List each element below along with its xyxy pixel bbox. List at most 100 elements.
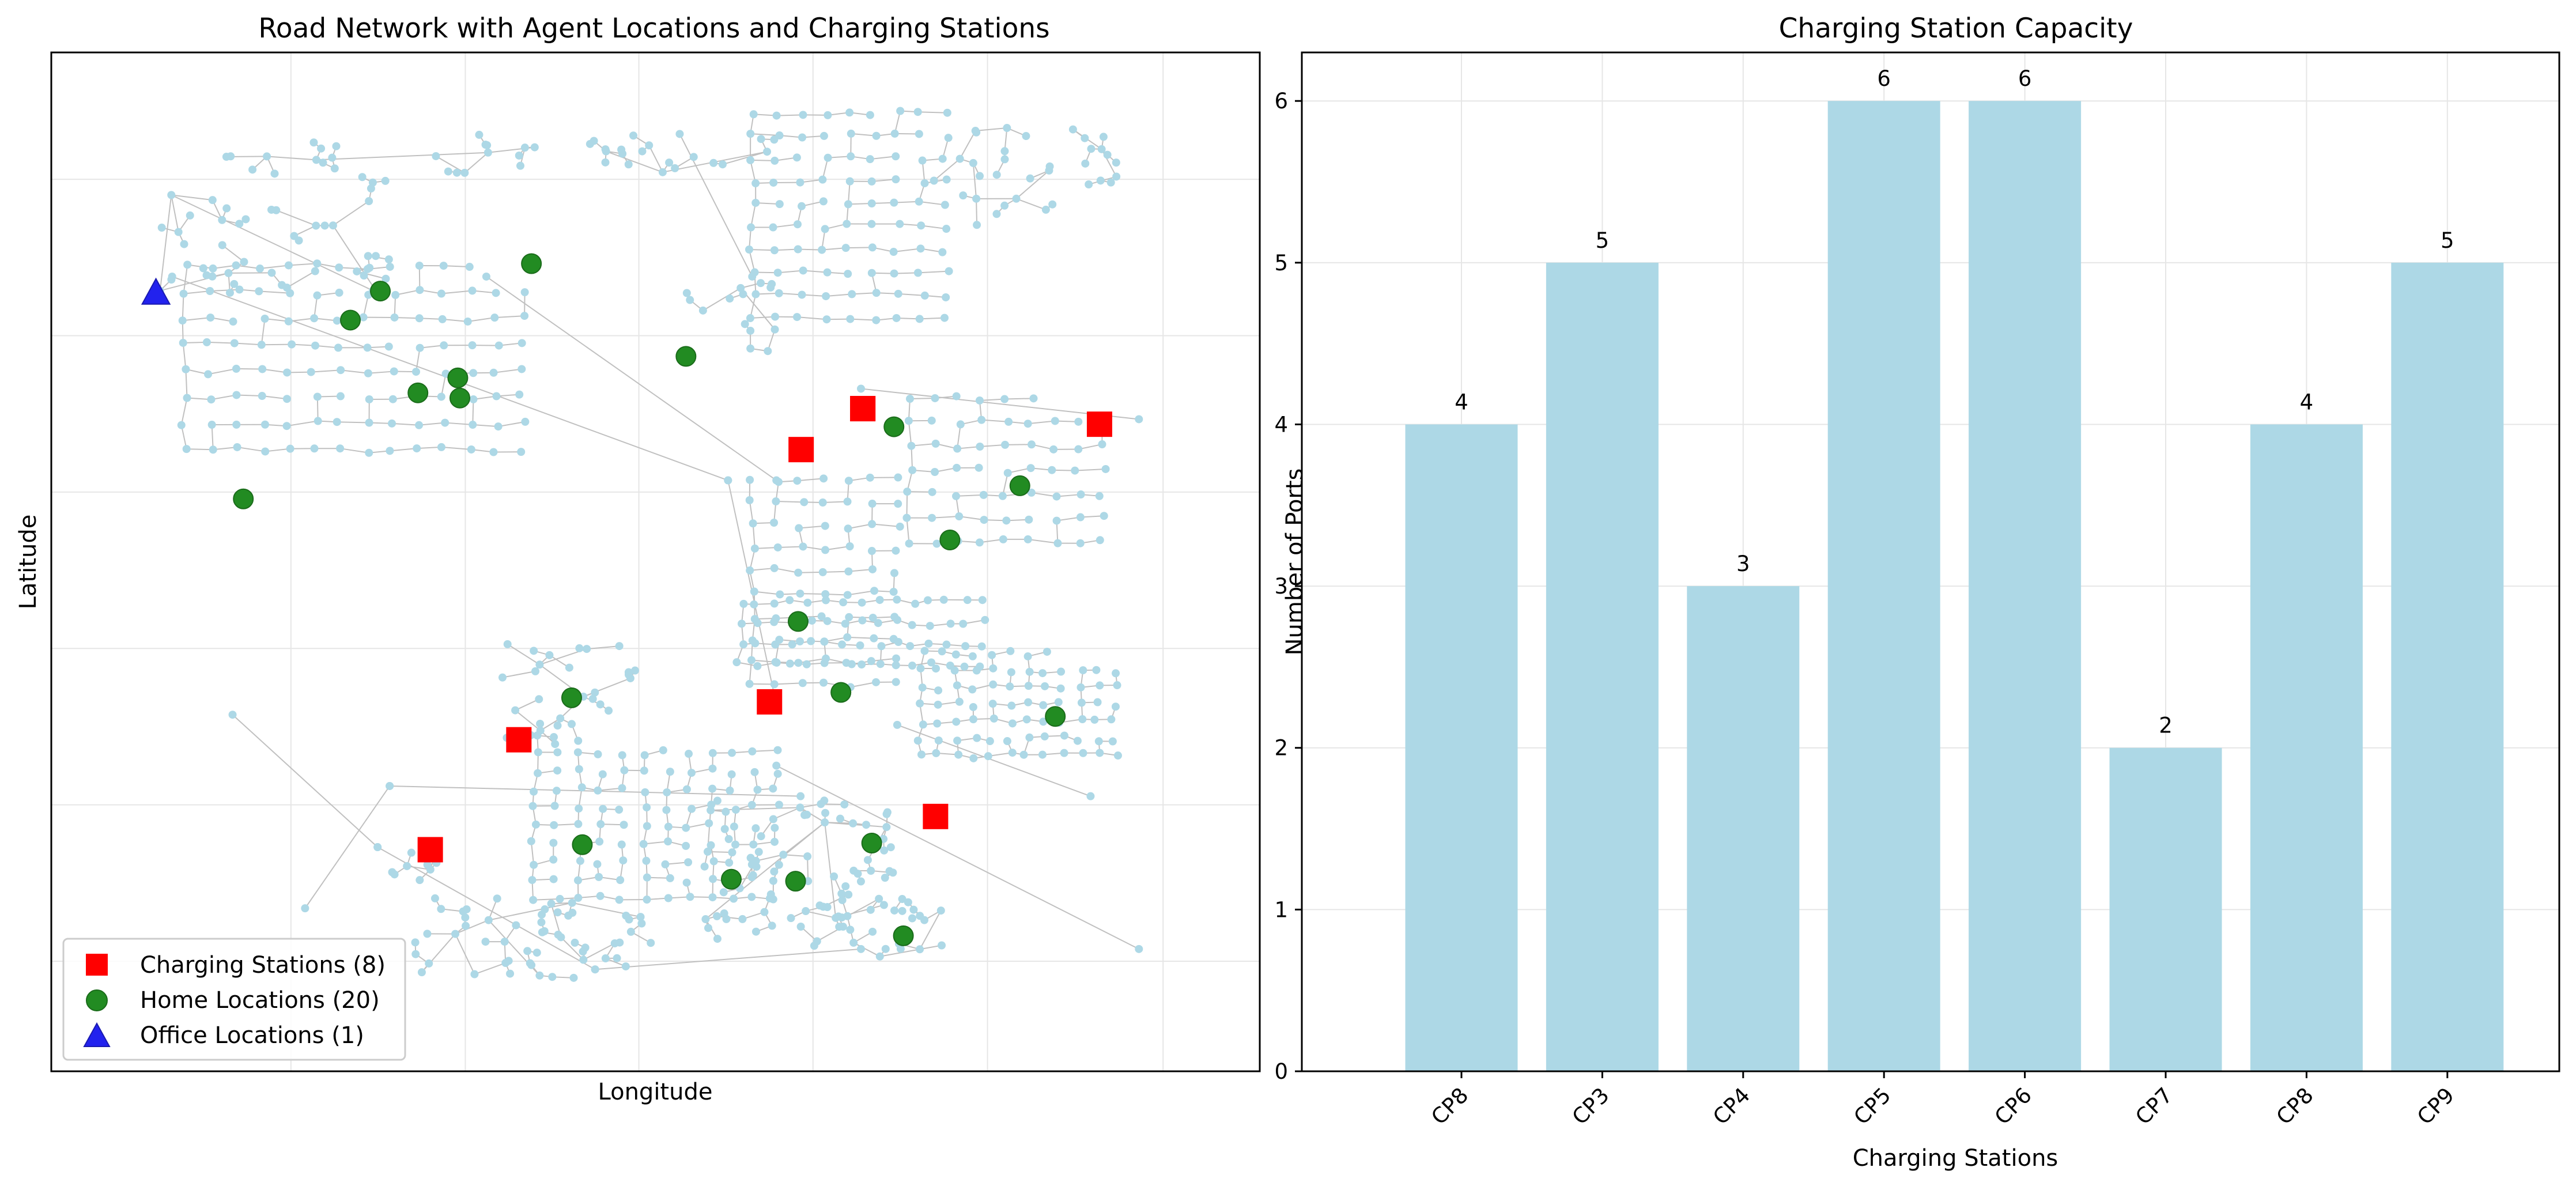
road-node <box>796 637 804 646</box>
road-node <box>942 293 950 301</box>
road-node <box>641 788 649 796</box>
map-x-axis-label: Longitude <box>598 1079 713 1105</box>
road-node <box>475 130 484 139</box>
road-node <box>751 198 760 207</box>
road-edge <box>171 195 179 232</box>
road-node <box>359 313 368 322</box>
road-node <box>528 876 537 885</box>
road-node <box>880 846 889 855</box>
road-node <box>747 656 756 664</box>
road-node <box>802 660 811 668</box>
road-node <box>261 447 270 456</box>
road-edge <box>774 682 803 685</box>
road-node <box>757 279 765 288</box>
road-node <box>772 497 780 505</box>
road-node <box>363 265 372 273</box>
road-node <box>775 200 784 209</box>
road-node <box>1077 683 1085 692</box>
road-node <box>803 598 812 607</box>
road-edge <box>598 787 622 791</box>
road-node <box>642 856 651 865</box>
road-node <box>663 788 671 796</box>
road-node <box>235 220 244 228</box>
road-node <box>615 938 624 947</box>
road-node <box>775 860 783 869</box>
road-node <box>177 421 186 429</box>
road-edge <box>333 225 378 293</box>
road-node <box>208 196 217 205</box>
road-node <box>353 267 361 275</box>
road-edge <box>959 130 976 160</box>
road-node <box>858 598 866 607</box>
road-node <box>890 269 898 278</box>
road-node <box>1073 736 1082 745</box>
road-node <box>942 175 951 184</box>
road-node <box>411 368 420 376</box>
road-node <box>686 296 694 304</box>
road-node <box>785 659 794 668</box>
road-node <box>439 262 448 270</box>
road-edge <box>236 394 262 397</box>
road-node <box>682 289 691 297</box>
road-node <box>248 165 257 174</box>
road-node <box>664 822 673 831</box>
road-node <box>769 223 777 232</box>
road-node <box>954 750 963 759</box>
road-node <box>844 890 853 899</box>
road-node <box>1135 415 1143 424</box>
road-node <box>979 490 988 499</box>
road-node <box>528 802 537 810</box>
road-node <box>804 877 813 885</box>
road-node <box>313 259 322 268</box>
road-node <box>284 317 293 326</box>
road-edge <box>455 934 475 974</box>
road-edge <box>847 636 874 639</box>
road-node <box>687 769 696 777</box>
road-node <box>934 700 942 709</box>
road-node <box>794 568 803 577</box>
road-node <box>1106 178 1115 187</box>
road-edge <box>187 397 211 401</box>
road-node <box>770 325 779 334</box>
road-node <box>411 950 420 958</box>
road-node <box>178 316 187 325</box>
road-node <box>225 289 234 297</box>
road-node <box>938 647 946 656</box>
home-location-marker <box>861 832 882 853</box>
road-node <box>601 158 610 167</box>
legend-circle-icon <box>86 989 108 1011</box>
road-node <box>713 912 722 920</box>
road-node <box>908 914 916 923</box>
x-tick-label: CP3 <box>1567 1083 1614 1129</box>
road-node <box>843 497 852 506</box>
road-node <box>708 749 717 757</box>
road-node <box>541 905 549 913</box>
road-node <box>968 685 977 694</box>
road-node <box>209 264 217 273</box>
road-node <box>830 872 838 881</box>
charging-station-marker <box>506 727 532 753</box>
road-node <box>894 638 902 647</box>
road-node <box>575 644 584 652</box>
road-node <box>896 945 905 953</box>
road-node <box>896 522 904 531</box>
road-node <box>807 616 816 625</box>
road-node <box>423 860 432 869</box>
road-node <box>1003 124 1011 133</box>
road-node <box>824 111 832 119</box>
road-edge <box>339 267 368 270</box>
road-edge <box>894 201 919 203</box>
road-node <box>312 156 320 164</box>
road-node <box>596 891 605 900</box>
road-node <box>746 130 755 138</box>
road-node <box>1025 667 1034 676</box>
road-node <box>908 466 917 474</box>
road-node <box>1113 751 1122 760</box>
x-tick-label: CP9 <box>2412 1083 2459 1129</box>
road-node <box>932 664 940 673</box>
road-node <box>549 875 558 883</box>
road-node <box>769 815 777 823</box>
road-node <box>944 134 953 142</box>
road-node <box>866 155 874 164</box>
road-node <box>989 714 998 723</box>
